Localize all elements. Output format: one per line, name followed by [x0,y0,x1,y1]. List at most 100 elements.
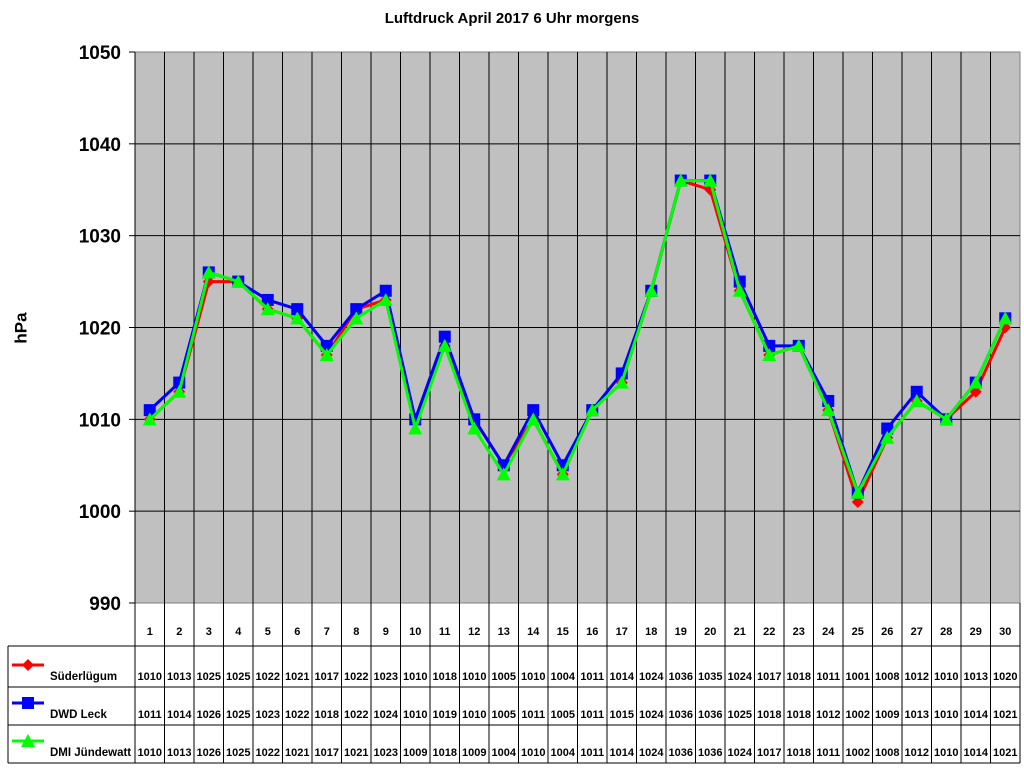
y-tick-label: 1010 [79,410,121,431]
day-label: 14 [527,626,540,638]
table-cell: 1005 [492,709,516,721]
day-label: 24 [822,626,835,638]
table-cell: 1013 [167,671,191,683]
triangle-marker-icon [319,348,334,362]
day-label: 15 [557,626,569,638]
day-label: 10 [409,626,421,638]
triangle-marker-icon [644,283,659,297]
table-cell: 1023 [256,709,280,721]
table-cell: 1018 [787,709,811,721]
table-cell: 1022 [256,747,280,759]
table-cell: 1026 [197,709,221,721]
day-label: 29 [970,626,982,638]
day-label: 9 [383,626,389,638]
table-cell: 1014 [964,747,989,759]
table-cell: 1025 [728,709,752,721]
triangle-marker-icon [614,375,629,389]
triangle-marker-icon [260,302,275,316]
table-cell: 1017 [315,747,339,759]
table-cell: 1021 [993,709,1017,721]
table-cell: 1011 [816,747,840,759]
table-cell: 1014 [610,747,635,759]
square-marker-icon [143,404,156,417]
table-cell: 1010 [462,671,486,683]
table-cell: 1018 [787,747,811,759]
day-label: 2 [176,626,182,638]
table-cell: 1013 [964,671,988,683]
table-cell: 1026 [197,747,221,759]
square-marker-icon [350,303,363,316]
triangle-marker-icon [732,283,747,297]
table-cell: 1020 [993,671,1017,683]
triangle-marker-icon [791,338,806,352]
table-cell: 1017 [315,671,339,683]
day-label: 22 [763,626,775,638]
y-tick-label: 1020 [79,319,121,340]
data-table: 1 2 3 4 5 6 7 8 9 10 11 12 13 14 15 16 17 18 19 20 21 22 23 24 2… [7,603,1021,764]
day-label: 28 [940,626,952,638]
table-cell: 1021 [344,747,368,759]
day-label: 7 [324,626,330,638]
table-cell: 1022 [344,671,368,683]
y-axis: 990 1000 1010 1020 1030 1040 1050 [79,43,136,615]
table-cell: 1010 [403,671,427,683]
triangle-marker-icon [172,384,187,398]
table-cell: 1010 [934,671,958,683]
legend-label: Süderlügum [50,671,117,683]
table-cell: 1008 [875,747,899,759]
day-label: 12 [468,626,480,638]
day-label: 23 [793,626,805,638]
triangle-marker-icon [880,430,895,444]
diamond-marker-icon [851,495,864,508]
day-label: 27 [911,626,923,638]
table-cell: 1021 [993,747,1017,759]
table-cell: 1024 [728,747,753,759]
table-cell: 1010 [934,709,958,721]
square-marker-icon [881,422,894,435]
y-tick-label: 1050 [79,43,121,64]
triangle-marker-icon [703,173,718,187]
square-marker-icon [910,385,923,398]
legend-label: DWD Leck [50,709,107,721]
triangle-marker-icon [142,412,157,426]
table-cell: 1012 [816,709,840,721]
day-label: 20 [704,626,716,638]
y-tick-label: 1030 [79,227,121,248]
table-cell: 1010 [934,747,958,759]
triangle-marker-icon [850,485,865,499]
table-cell: 1023 [374,747,398,759]
table-cell: 1024 [639,747,664,759]
table-cell: 1010 [521,747,545,759]
table-cell: 1036 [669,747,693,759]
table-cell: 1011 [580,709,604,721]
triangle-marker-icon [821,403,836,417]
day-label: 4 [235,626,242,638]
square-marker-icon [527,404,540,417]
table-cell: 1035 [698,671,722,683]
triangle-marker-icon [585,403,600,417]
day-label: 6 [294,626,300,638]
table-row: DWD Leck 1011 1014 1026 1025 1023 1022 1018 1022… [12,697,1017,721]
table-cell: 1014 [610,671,635,683]
square-marker-icon [22,697,34,709]
table-cell: 1009 [462,747,486,759]
triangle-marker-icon [673,173,688,187]
table-cell: 1005 [492,671,516,683]
table-cell: 1025 [226,671,250,683]
table-row: DMI Jündewatt 1010 1013 1026 1025 1022 1021 101… [12,734,1017,759]
diamond-marker-icon [22,659,34,671]
triangle-marker-icon [939,412,954,426]
table-cell: 1008 [875,671,899,683]
triangle-marker-icon [437,338,452,352]
series-lines [142,173,1013,508]
table-cell: 1025 [197,671,221,683]
table-cell: 1010 [138,747,162,759]
triangle-marker-icon [762,348,777,362]
day-label: 11 [439,626,451,638]
table-cell: 1004 [551,747,576,759]
triangle-marker-icon [909,393,924,407]
table-cell: 1018 [787,671,811,683]
table-cell: 1010 [462,709,486,721]
day-label: 26 [881,626,893,638]
